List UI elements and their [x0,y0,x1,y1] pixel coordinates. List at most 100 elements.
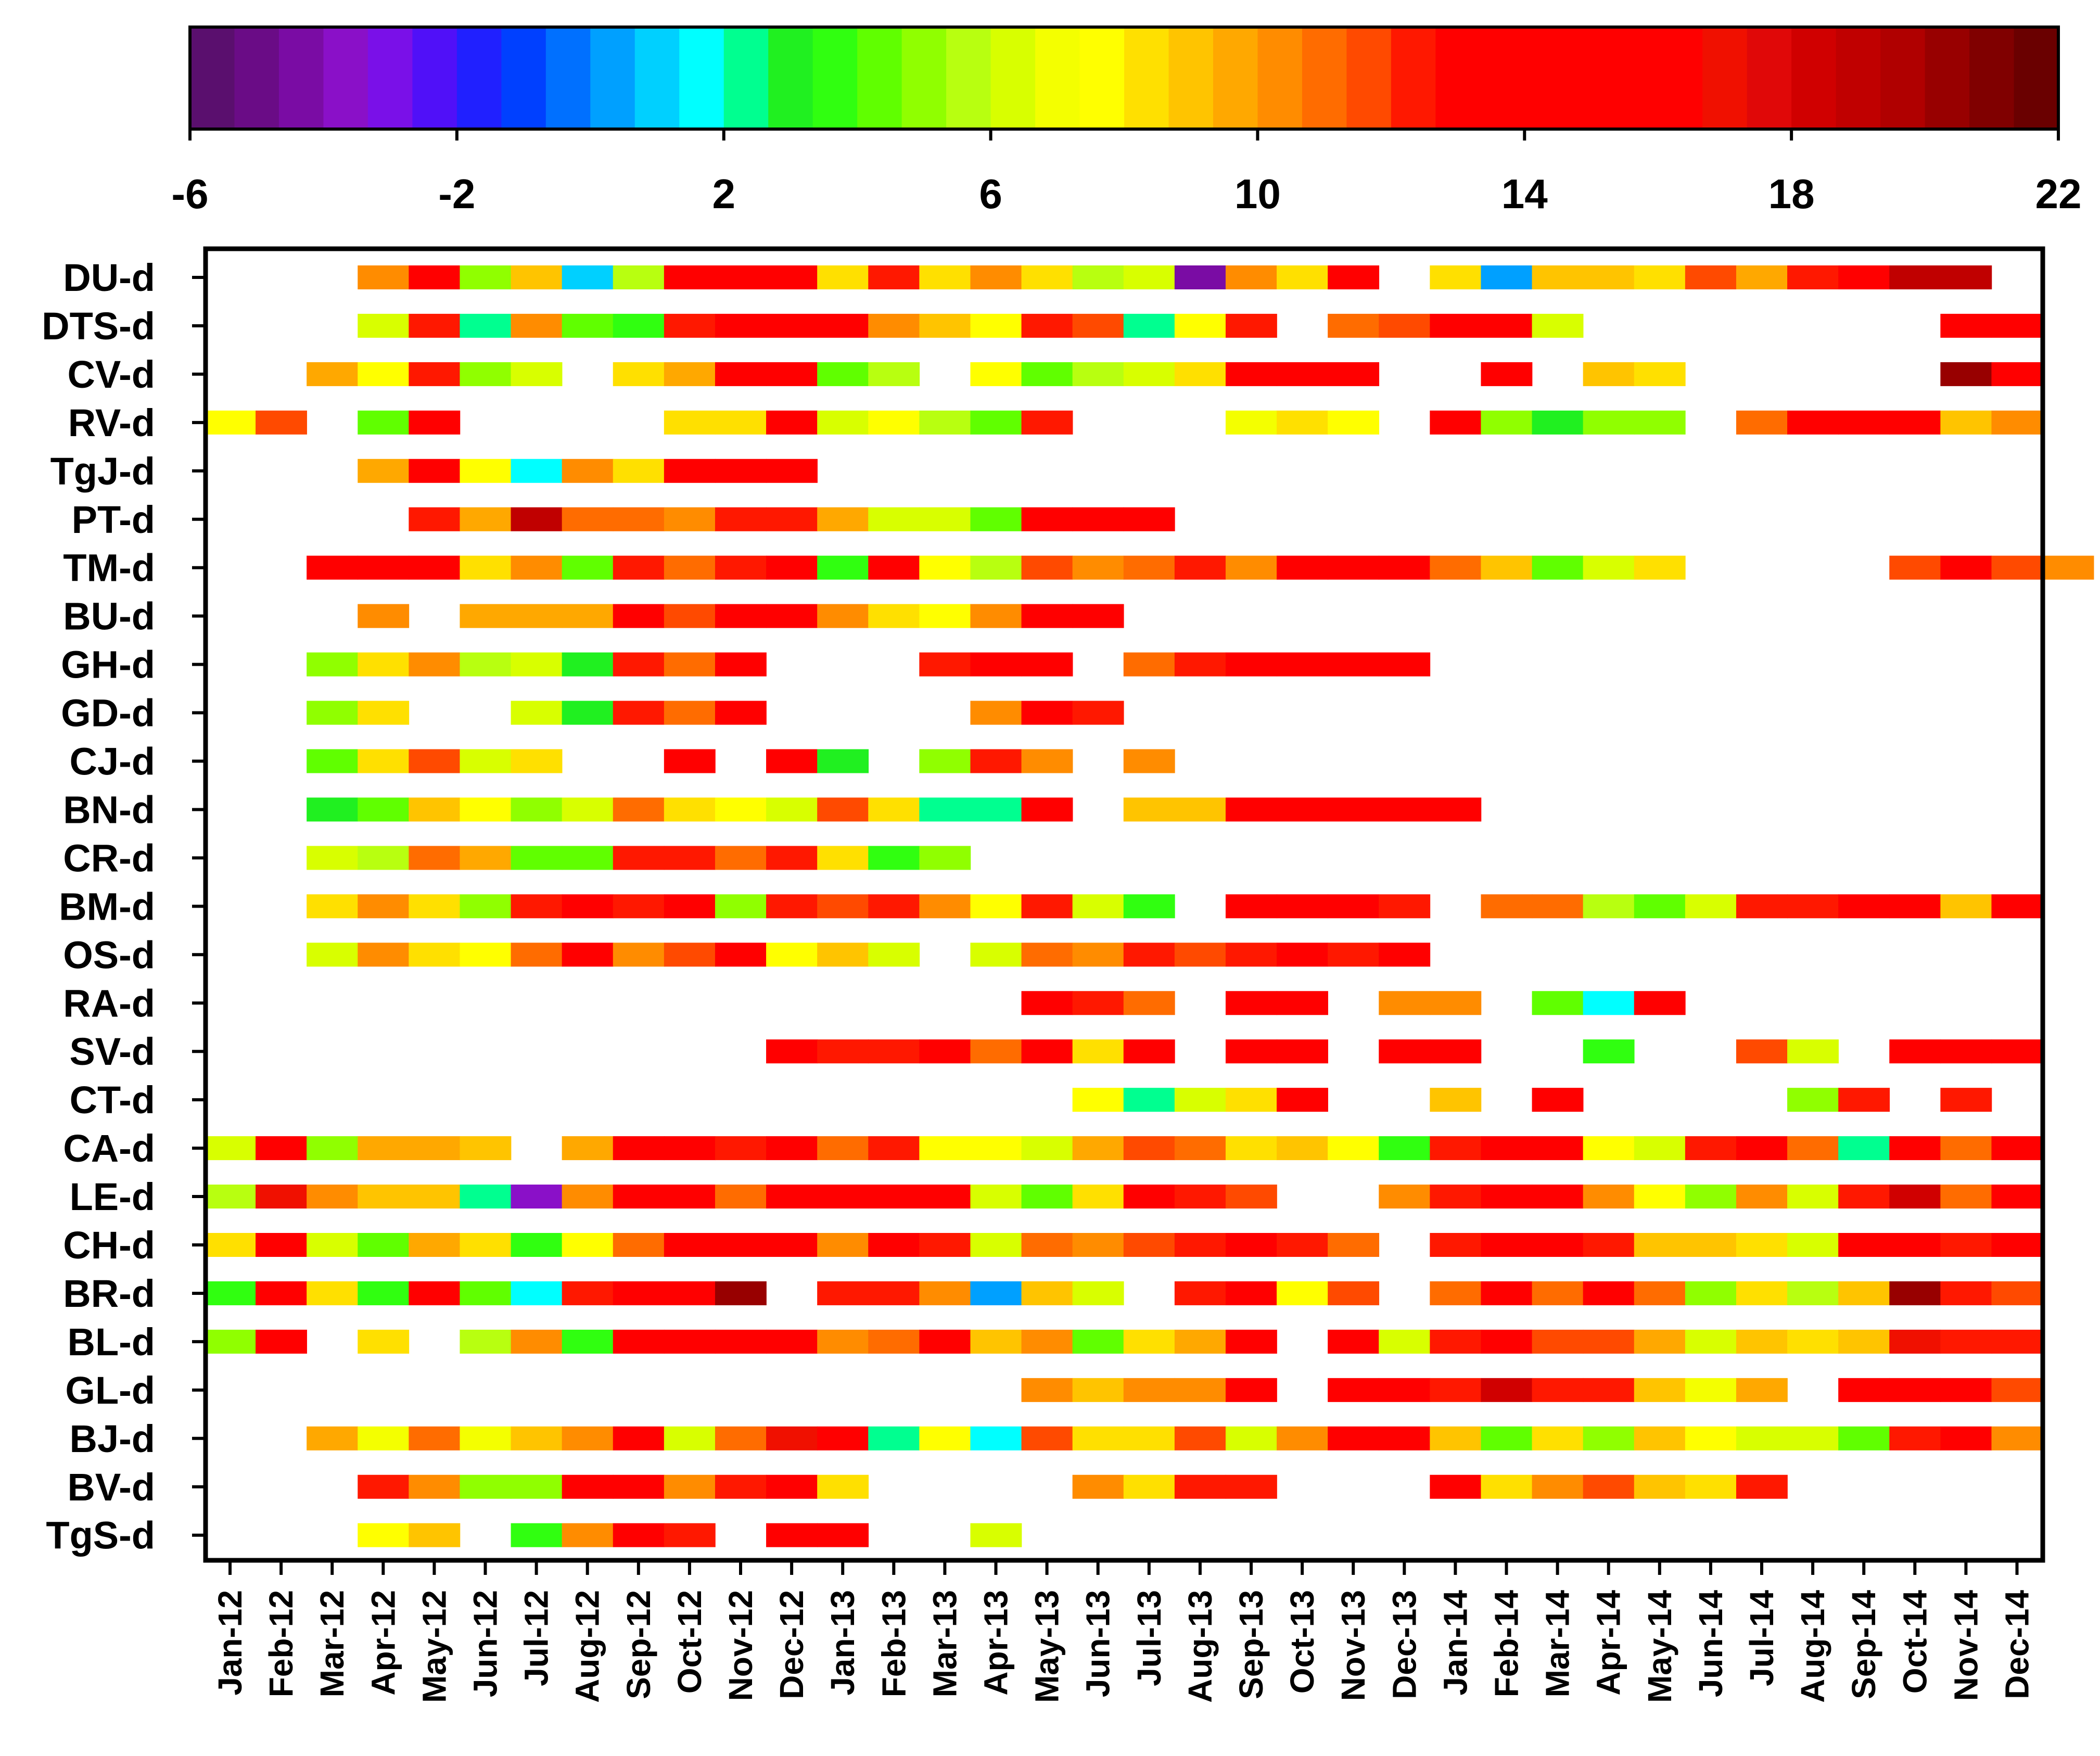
heatmap-cell [511,362,563,386]
heatmap-cell [766,507,818,531]
heatmap-cell [1889,1378,1941,1402]
heatmap-cell [511,846,563,870]
heatmap-cell [409,507,461,531]
heatmap-cell [919,652,971,677]
heatmap-cell [511,507,563,531]
heatmap-cell [1072,1426,1124,1450]
heatmap-cell [511,313,563,338]
heatmap-cell [1991,1378,2043,1402]
heatmap-cell [817,1281,869,1305]
heatmap-cell [1225,362,1277,386]
x-tick-label: Jun-14 [1692,1590,1729,1698]
x-tick-label: Apr-14 [1590,1590,1627,1696]
heatmap-cell [511,1185,563,1209]
heatmap-cell [460,797,512,822]
heatmap-cell [919,1136,971,1161]
heatmap-cell [1991,1426,2043,1450]
heatmap-cell [409,362,461,386]
heatmap-cell [715,943,767,967]
heatmap-cells [204,265,2094,1547]
heatmap-cell [766,313,818,338]
heatmap-cell [409,555,461,580]
heatmap-cell [1685,1474,1737,1499]
heatmap-cell [1787,894,1839,919]
heatmap-cell [1021,797,1073,822]
heatmap-cell [1532,1474,1584,1499]
heatmap-cell [817,265,869,289]
heatmap-cell [1481,1329,1533,1354]
heatmap-cell [715,1474,767,1499]
heatmap-cell [1174,1329,1226,1354]
heatmap-cell [970,1329,1022,1354]
heatmap-cell [1225,991,1277,1015]
heatmap-cell [1685,1281,1737,1305]
heatmap-cell [1634,1136,1686,1161]
heatmap-cell [1072,1088,1124,1112]
colorbar-segment [990,27,1036,129]
heatmap-cell [715,604,767,628]
heatmap-cell [664,1281,716,1305]
heatmap-cell [1277,555,1328,580]
heatmap-cell [1174,797,1226,822]
x-tick-label: Jul-13 [1130,1590,1168,1686]
heatmap-cell [868,1136,920,1161]
colorbar-tick-label: -2 [438,171,475,217]
heatmap-cell [613,894,665,919]
heatmap-cell [613,604,665,628]
heatmap-cell [1328,652,1380,677]
heatmap-cell [1838,1185,1890,1209]
heatmap-cell [358,1233,410,1257]
y-tick-label: BU-d [63,595,155,638]
heatmap-cell [307,652,359,677]
x-tick-label: Mar-12 [313,1590,351,1697]
heatmap-cell [1889,555,1941,580]
x-tick-label: Aug-12 [569,1590,606,1703]
heatmap-cell [766,410,818,435]
heatmap-cell [562,1523,614,1547]
heatmap-cell [1991,313,2043,338]
colorbar-segment [1346,27,1392,129]
heatmap-cell [358,1426,410,1450]
heatmap-cell [613,846,665,870]
heatmap-cell [868,604,920,628]
heatmap-cell [307,1233,359,1257]
heatmap-cell [1634,410,1686,435]
heatmap-cell [460,1329,512,1354]
x-tick-label: Apr-12 [364,1590,402,1696]
heatmap-cell [613,1329,665,1354]
heatmap-cell [562,894,614,919]
colorbar [188,26,2060,131]
heatmap-cell [1940,1426,1992,1450]
heatmap-cell [1123,1136,1175,1161]
x-tick-label: Sep-12 [620,1590,657,1699]
colorbar-segment [634,27,680,129]
colorbar-segment [1213,27,1258,129]
heatmap-cell [307,894,359,919]
heatmap-cell [1532,1233,1584,1257]
colorbar-segment [1302,27,1347,129]
heatmap-cell [1940,1039,1992,1064]
heatmap-cell [460,749,512,773]
heatmap-cell [613,1136,665,1161]
heatmap-cell [1838,1233,1890,1257]
heatmap-cell [1634,362,1686,386]
colorbar-segment [545,27,591,129]
heatmap-cell [868,894,920,919]
heatmap-cell [970,1523,1022,1547]
heatmap-cell [511,797,563,822]
colorbar-segment [1613,27,1659,129]
heatmap-cell [715,1185,767,1209]
x-tick-label: Nov-14 [1947,1590,1984,1701]
heatmap-cell [1225,555,1277,580]
colorbar-frame [188,26,2060,131]
heatmap-cell [1328,1329,1380,1354]
colorbar-tick-label: 10 [1234,171,1281,217]
heatmap-cell [409,846,461,870]
y-tick-label: DTS-d [42,304,155,348]
heatmap-cell [1123,749,1175,773]
heatmap-cell [1021,362,1073,386]
y-tick-label: RV-d [68,401,155,444]
heatmap-cell [409,1426,461,1450]
heatmap-cell [1838,1281,1890,1305]
heatmap-cell [204,1233,256,1257]
